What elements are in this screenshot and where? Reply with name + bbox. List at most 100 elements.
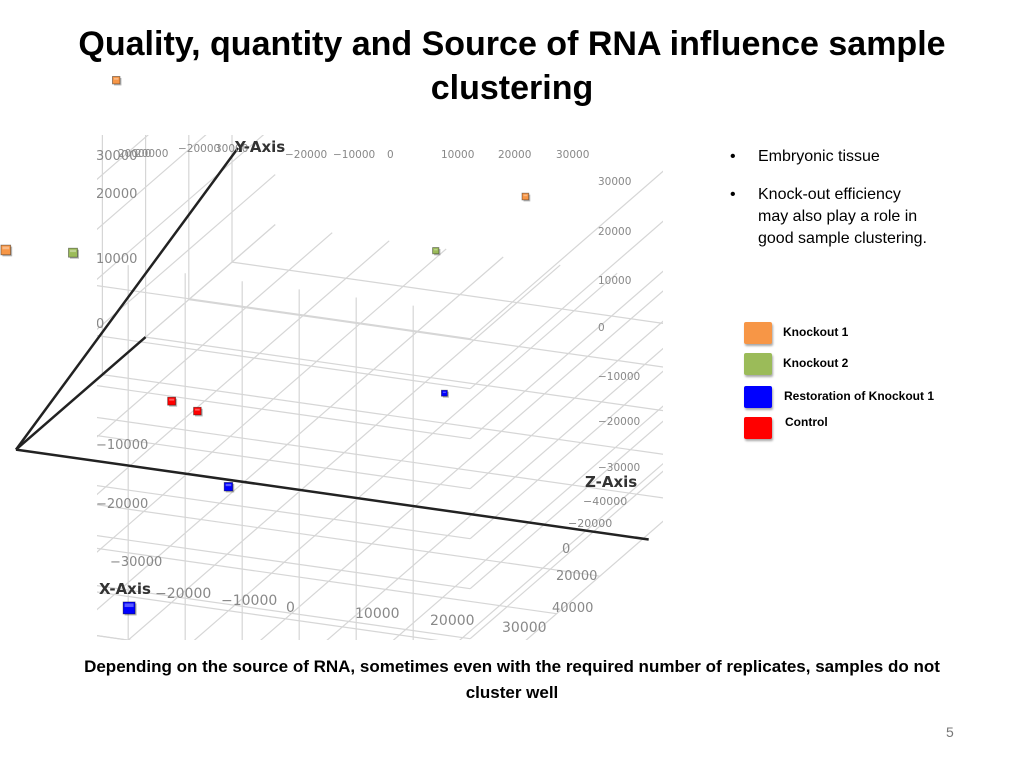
bullet-text: Embryonic tissue (758, 148, 880, 165)
tick-label: 20000 (498, 149, 531, 161)
tick-label: −20000 (568, 517, 612, 530)
bullet-item: • Embryonic tissue (724, 146, 934, 168)
plot-axes (14, 147, 649, 541)
tick-label: 10000 (96, 252, 137, 267)
legend-label: Knockout 1 (783, 325, 849, 339)
data-point-highlight (2, 246, 10, 250)
tick-label: 20000 (556, 569, 597, 584)
data-point (432, 247, 440, 255)
data-points (0, 76, 531, 616)
tick-label: −10000 (221, 593, 277, 609)
data-point (440, 389, 448, 397)
legend-label: Restoration of Knockout 1 (784, 389, 935, 403)
bullet-list: • Embryonic tissue • Knock-out efficienc… (724, 146, 934, 266)
grid-line (97, 135, 207, 231)
tick-label: −30000 (110, 555, 162, 570)
tick-label: −10000 (96, 438, 148, 453)
grid-line (97, 224, 276, 381)
tick-label: −20000 (96, 497, 148, 512)
tick-label: −20000 (178, 143, 220, 155)
tick-label: −20000 (285, 149, 327, 161)
grid-line (97, 135, 265, 281)
tick-label: 30000 (556, 149, 589, 161)
data-point-highlight (434, 249, 438, 251)
page-number: 5 (946, 724, 954, 740)
plot-grid (0, 0, 663, 640)
grid-line (469, 470, 663, 640)
grid-line (469, 220, 663, 390)
tick-label: −10000 (333, 149, 375, 161)
tick-label: −30000 (598, 462, 640, 474)
axis-names: Y-Axis Z-Axis X-Axis (99, 138, 637, 598)
grid-line (102, 374, 663, 455)
grid-line (97, 224, 276, 381)
grid-line (0, 0, 275, 350)
data-point-highlight (523, 194, 528, 197)
data-point (122, 601, 136, 615)
tick-label: 40000 (552, 601, 593, 616)
grid-line (97, 416, 663, 499)
y-axis-line (14, 147, 240, 451)
bullet-text: Knock-out efficiency may also play a rol… (758, 186, 927, 247)
legend-swatch (744, 353, 772, 375)
grid-line (97, 335, 471, 390)
grid-line (469, 320, 663, 490)
data-point (167, 396, 177, 406)
tick-label: 0 (598, 322, 605, 334)
data-point-highlight (195, 408, 200, 411)
z-axis-line (15, 448, 649, 541)
slide-title: Quality, quantity and Source of RNA infl… (78, 25, 946, 107)
tick-labels: 3000020000100000−10000−20000−3000020000−… (96, 143, 640, 636)
tick-label: −40000 (583, 495, 627, 508)
grid-line (188, 299, 663, 368)
grid-line (97, 504, 600, 577)
bullet-marker: • (730, 148, 736, 165)
legend-label: Control (785, 415, 828, 429)
data-point-highlight (225, 483, 232, 487)
grid-line (145, 336, 663, 412)
tick-label: 20000 (96, 187, 137, 202)
tick-label: 30000 (502, 620, 547, 636)
data-point (68, 247, 78, 258)
data-point (521, 192, 530, 201)
tick-label: 20000 (135, 148, 168, 160)
grid-line (97, 591, 439, 640)
tick-label: 10000 (441, 149, 474, 161)
grid-line (525, 520, 663, 640)
grid-line (97, 385, 471, 440)
grid-line (469, 420, 663, 590)
x-axis-line (15, 336, 147, 451)
tick-label: −20000 (155, 586, 211, 602)
grid-line (97, 485, 471, 540)
data-point (223, 482, 234, 492)
data-point (112, 76, 121, 85)
tick-label: 0 (387, 149, 394, 161)
grid-line (97, 240, 390, 496)
legend-label: Knockout 2 (783, 356, 849, 370)
grid-line (97, 435, 471, 490)
grid-line (469, 170, 663, 340)
tick-label: 20000 (118, 148, 151, 160)
data-point (193, 406, 202, 416)
tick-label: 0 (96, 317, 104, 332)
grid-line (469, 270, 663, 440)
data-point-highlight (113, 77, 119, 80)
data-point-highlight (169, 398, 175, 401)
grid-line (97, 535, 471, 590)
grid-line (97, 585, 471, 640)
bullet-item: • Knock-out efficiency may also play a r… (724, 184, 934, 250)
tick-label: 10000 (355, 606, 400, 622)
data-point-highlight (124, 603, 134, 608)
slide-footer: Depending on the source of RNA, sometime… (84, 657, 940, 702)
x-axis-label: X-Axis (99, 580, 151, 598)
grid-line (231, 261, 663, 324)
grid-line (0, 0, 275, 250)
legend-swatch (744, 322, 772, 344)
tick-label: 0 (286, 600, 295, 616)
data-point-highlight (70, 249, 76, 253)
legend-swatch (744, 386, 772, 408)
grid-line (97, 547, 557, 615)
tick-label: 20000 (598, 226, 631, 238)
tick-label: 30000 (96, 149, 137, 164)
